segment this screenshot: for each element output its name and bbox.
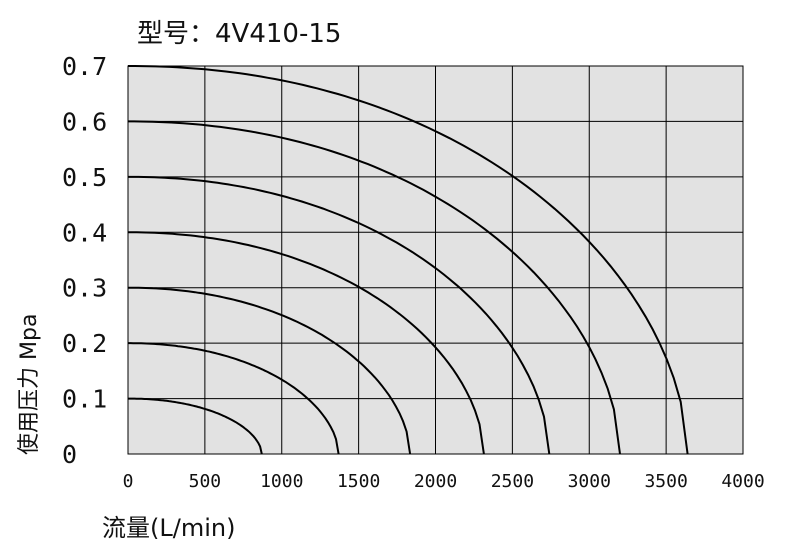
flow-curve <box>128 286 412 455</box>
flow-curve <box>128 120 621 455</box>
grid <box>127 65 744 455</box>
y-tick-label: 0.7 <box>62 52 107 81</box>
x-tick-label: 500 <box>189 471 222 492</box>
flow-curve <box>128 231 485 455</box>
y-tick-label: 0.3 <box>62 274 107 303</box>
x-tick-label: 1000 <box>260 471 303 492</box>
curves <box>128 65 689 455</box>
y-tick-label: 0.5 <box>62 163 107 192</box>
x-tick-label: 2000 <box>414 471 457 492</box>
x-axis-label: 流量(L/min) <box>102 514 235 542</box>
y-tick-label: 0.2 <box>62 329 107 358</box>
flow-curve <box>128 175 551 455</box>
flow-curve <box>128 342 340 455</box>
x-tick-label: 2500 <box>491 471 534 492</box>
chart-title: 型号：4V410-15 <box>137 19 341 49</box>
y-tick-label: 0.6 <box>62 107 107 136</box>
y-tick-label: 0.1 <box>62 385 107 414</box>
x-tick-label: 3500 <box>644 471 687 492</box>
y-axis-label: 使用压力 Mpa <box>17 314 42 455</box>
flow-curve <box>128 397 263 455</box>
y-tick-label: 0 <box>62 440 77 469</box>
x-tick-label: 0 <box>123 471 134 492</box>
x-tick-label: 1500 <box>337 471 380 492</box>
y-tick-label: 0.4 <box>62 218 107 247</box>
x-tick-label: 3000 <box>568 471 611 492</box>
y-tick-labels: 0 0.1 0.2 0.3 0.4 0.5 0.6 0.7 <box>62 52 107 469</box>
flow-curve <box>128 65 689 455</box>
x-tick-labels: 0 500 1000 1500 2000 2500 3000 3500 4000 <box>123 471 765 492</box>
x-tick-label: 4000 <box>721 471 764 492</box>
